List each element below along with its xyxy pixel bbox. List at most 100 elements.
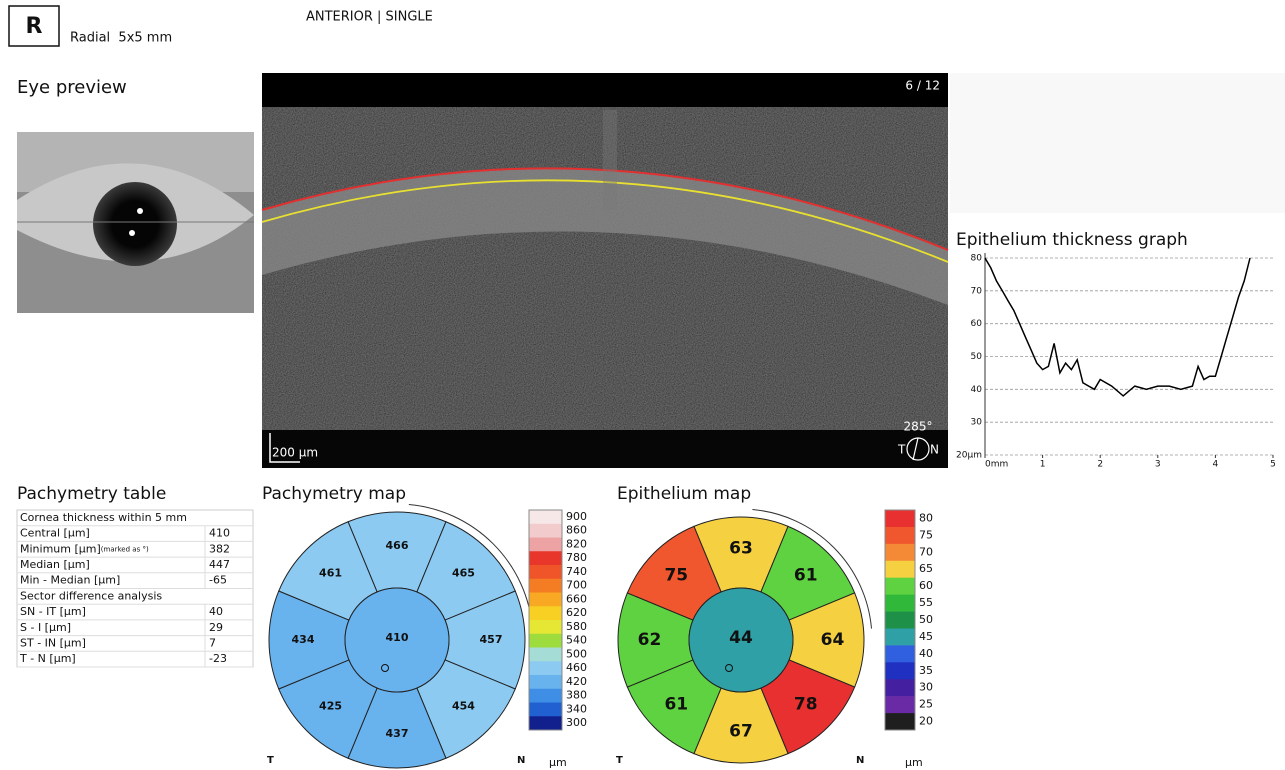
map-title: Epithelium map (617, 484, 751, 504)
sector-value: 62 (638, 630, 662, 650)
legend-label: 860 (566, 524, 587, 537)
row-label-text: Minimum [µm] (20, 542, 101, 555)
row-label: Minimum [µm](marked as °) (20, 542, 149, 555)
legend-label: 780 (566, 551, 587, 564)
row-value: -65 (209, 574, 227, 587)
legend-swatch (529, 661, 562, 675)
legend-swatch (529, 551, 562, 565)
legend-swatch (529, 606, 562, 620)
table-heading: Cornea thickness within 5 mm (20, 511, 187, 524)
legend-label: 25 (919, 698, 933, 711)
row-value: 40 (209, 605, 223, 618)
y-tick-label: 20µm (956, 451, 982, 461)
temporal-label: T (897, 443, 906, 457)
legend-swatch (885, 662, 915, 679)
legend-label: 900 (566, 510, 587, 523)
legend-label: 500 (566, 647, 587, 660)
legend-swatch (529, 524, 562, 538)
maps: Pachymetry map46646545745443742543446141… (262, 484, 933, 769)
y-tick-label: 70 (971, 286, 983, 296)
row-label: T - N [µm] (19, 652, 76, 665)
x-tick-label: 5 (1270, 460, 1276, 470)
sector-value: 78 (794, 695, 818, 715)
legend-swatch (529, 538, 562, 552)
legend-label: 60 (919, 579, 933, 592)
row-note: (marked as °) (101, 545, 149, 553)
legend-label: 380 (566, 689, 587, 702)
legend-label: 65 (919, 562, 933, 575)
legend-swatch (529, 703, 562, 717)
sector-value: 437 (386, 727, 409, 740)
row-value: -23 (209, 652, 227, 665)
legend-swatch (885, 628, 915, 645)
legend-swatch (885, 561, 915, 578)
table-heading: Sector difference analysis (20, 589, 162, 602)
legend-swatch (885, 679, 915, 696)
temporal-label: T (616, 755, 623, 766)
sector-value: 457 (480, 633, 503, 646)
legend-swatch (885, 578, 915, 595)
legend-label: 540 (566, 634, 587, 647)
legend-swatch (529, 510, 562, 524)
eye-image (17, 132, 254, 313)
row-label-text: Min - Median [µm] (20, 574, 120, 587)
nasal-label: N (930, 443, 939, 457)
legend-label: 580 (566, 620, 587, 633)
row-label: Central [µm] (20, 527, 90, 540)
row-value: 447 (209, 558, 230, 571)
y-tick-label: 30 (971, 418, 983, 428)
row-label: S - I [µm] (20, 621, 71, 634)
legend-swatch (885, 527, 915, 544)
sector-value: 75 (664, 565, 688, 585)
row-label-text: Median [µm] (20, 558, 90, 571)
center-value: 410 (386, 631, 409, 644)
y-tick-label: 50 (971, 352, 983, 362)
frame-counter: 6 / 12 (905, 79, 940, 93)
section-title: Pachymetry table (17, 484, 166, 504)
sector-value: 461 (319, 567, 342, 580)
sector-value: 61 (794, 565, 818, 585)
section-title: Eye preview (17, 77, 127, 98)
sector-value: 465 (452, 567, 475, 580)
legend-label: 820 (566, 537, 587, 550)
legend-swatch (885, 713, 915, 730)
legend-label: 75 (919, 528, 933, 541)
row-label-text: SN - IT [µm] (20, 605, 86, 618)
legend-swatch (529, 689, 562, 703)
legend-label: 30 (919, 681, 933, 694)
legend-label: 20 (919, 715, 933, 728)
row-value: 7 (209, 636, 216, 649)
legend-swatch (885, 645, 915, 662)
page: R Radial 5x5 mm ANTERIOR | SINGLE Eye pr… (0, 0, 1285, 770)
legend-label: 700 (566, 579, 587, 592)
legend-label: 460 (566, 661, 587, 674)
row-label-text: ST - IN [µm] (20, 636, 86, 649)
legend-swatch (529, 675, 562, 689)
x-tick-label: 1 (1040, 460, 1046, 470)
legend-swatch (529, 634, 562, 648)
sector-value: 466 (386, 539, 409, 552)
legend-label: 420 (566, 675, 587, 688)
eye-side: R (26, 14, 43, 39)
legend-label: 55 (919, 596, 933, 609)
legend-swatch (529, 565, 562, 579)
legend-label: 660 (566, 592, 587, 605)
x-tick-label: 0mm (985, 460, 1008, 470)
legend-label: 340 (566, 702, 587, 715)
pachymetry-table: Cornea thickness within 5 mm Central [µm]… (17, 510, 253, 667)
legend-swatch (529, 716, 562, 730)
legend-label: 740 (566, 565, 587, 578)
sector-value: 434 (292, 633, 315, 646)
y-tick-label: 60 (971, 319, 983, 329)
legend-swatch (885, 595, 915, 612)
legend-label: 620 (566, 606, 587, 619)
row-value: 382 (209, 542, 230, 555)
legend-label: 300 (566, 716, 587, 729)
row-label: Median [µm] (20, 558, 90, 571)
legend-swatch (885, 544, 915, 561)
legend-label: 50 (919, 613, 933, 626)
data-line (985, 258, 1250, 396)
row-value: 410 (209, 527, 230, 540)
row-label: SN - IT [µm] (20, 605, 86, 618)
